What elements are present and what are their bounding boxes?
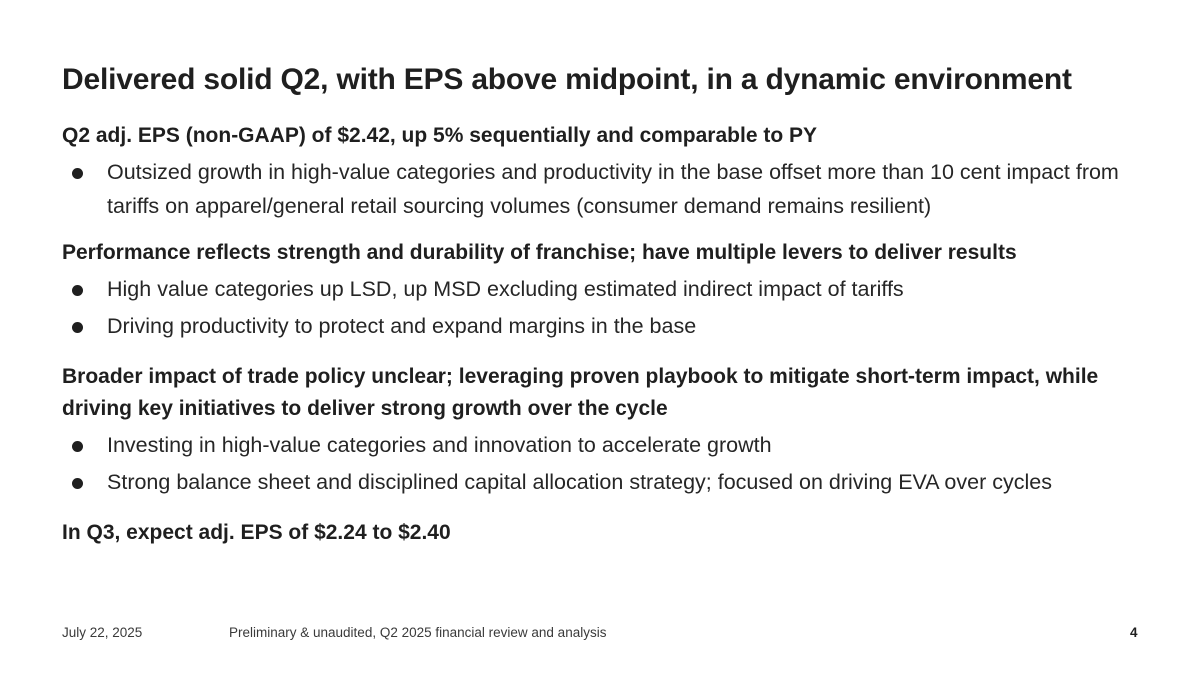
section-q3-outlook: In Q3, expect adj. EPS of $2.24 to $2.40 xyxy=(62,517,1172,549)
slide-content: Q2 adj. EPS (non-GAAP) of $2.42, up 5% s… xyxy=(62,120,1172,549)
bullet-text: Strong balance sheet and disciplined cap… xyxy=(107,470,1052,494)
bullet-text: Investing in high-value categories and i… xyxy=(107,433,772,457)
bullet-dot-icon xyxy=(72,168,83,179)
section-heading: Q2 adj. EPS (non-GAAP) of $2.42, up 5% s… xyxy=(62,124,817,147)
bullet-list: Investing in high-value categories and i… xyxy=(62,428,1172,499)
section-q2-eps: Q2 adj. EPS (non-GAAP) of $2.42, up 5% s… xyxy=(62,120,1172,223)
bullet-dot-icon xyxy=(72,478,83,489)
section-trade-policy: Broader impact of trade policy unclear; … xyxy=(62,361,1172,499)
bullet-list: Outsized growth in high-value categories… xyxy=(62,155,1172,223)
bullet-item: Strong balance sheet and disciplined cap… xyxy=(62,465,1172,499)
bullet-text: Outsized growth in high-value categories… xyxy=(107,160,1119,218)
bullet-item: High value categories up LSD, up MSD exc… xyxy=(62,272,1172,306)
bullet-dot-icon xyxy=(72,322,83,333)
section-heading: Broader impact of trade policy unclear; … xyxy=(62,365,1099,420)
footer-disclaimer: Preliminary & unaudited, Q2 2025 financi… xyxy=(229,625,607,640)
bullet-text: Driving productivity to protect and expa… xyxy=(107,314,697,338)
bullet-dot-icon xyxy=(72,285,83,296)
section-heading: In Q3, expect adj. EPS of $2.24 to $2.40 xyxy=(62,521,451,544)
bullet-item: Investing in high-value categories and i… xyxy=(62,428,1172,462)
bullet-text: High value categories up LSD, up MSD exc… xyxy=(107,277,904,301)
bullet-item: Driving productivity to protect and expa… xyxy=(62,309,1172,343)
section-performance: Performance reflects strength and durabi… xyxy=(62,237,1172,343)
section-heading: Performance reflects strength and durabi… xyxy=(62,241,1017,264)
bullet-dot-icon xyxy=(72,441,83,452)
bullet-list: High value categories up LSD, up MSD exc… xyxy=(62,272,1172,343)
slide-title: Delivered solid Q2, with EPS above midpo… xyxy=(62,63,1072,96)
footer-date: July 22, 2025 xyxy=(62,625,143,640)
bullet-item: Outsized growth in high-value categories… xyxy=(62,155,1172,223)
page-number: 4 xyxy=(1130,625,1138,640)
